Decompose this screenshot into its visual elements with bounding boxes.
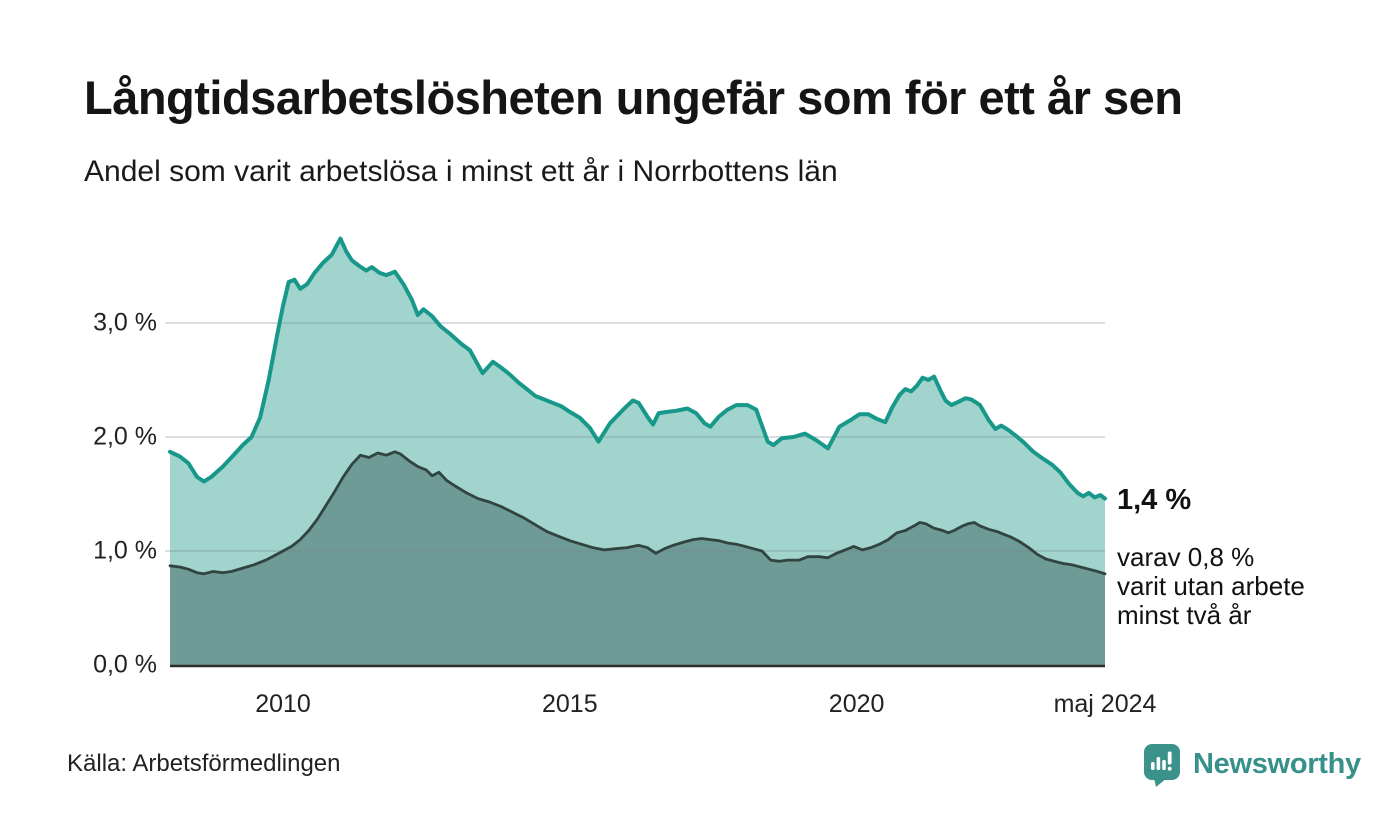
latest-value-label: 1,4 % bbox=[1117, 484, 1192, 516]
line-minst-ett-ar bbox=[168, 236, 1107, 501]
y-axis-tick-label: 2,0 % bbox=[93, 422, 157, 451]
x-axis-tick-label: 2015 bbox=[542, 690, 598, 718]
x-axis-tick-label: 2010 bbox=[255, 690, 311, 718]
area-fills bbox=[170, 238, 1105, 665]
page-title: Långtidsarbetslösheten ungefär som för e… bbox=[84, 71, 1183, 124]
y-axis-tick-label: 0,0 % bbox=[93, 650, 157, 679]
brand-logo: Newsworthy bbox=[1143, 743, 1361, 787]
y-axis-tick-label: 1,0 % bbox=[93, 536, 157, 565]
y-axis-tick-label: 3,0 % bbox=[93, 308, 157, 337]
gridlines bbox=[165, 322, 1105, 552]
source-caption: Källa: Arbetsförmedlingen bbox=[67, 750, 341, 777]
page-subtitle: Andel som varit arbetslösa i minst ett å… bbox=[84, 155, 838, 188]
line-minst-tva-ar bbox=[168, 450, 1107, 576]
newsworthy-icon bbox=[1144, 744, 1180, 787]
x-axis-tick-label: maj 2024 bbox=[1053, 690, 1157, 718]
x-axis-tick-label: 2020 bbox=[828, 690, 885, 718]
secondary-annotation: varav 0,8 % varit utan arbete minst två … bbox=[1117, 542, 1305, 630]
area-minst-tva-ar bbox=[170, 451, 1105, 665]
brand-name: Newsworthy bbox=[1193, 748, 1361, 780]
